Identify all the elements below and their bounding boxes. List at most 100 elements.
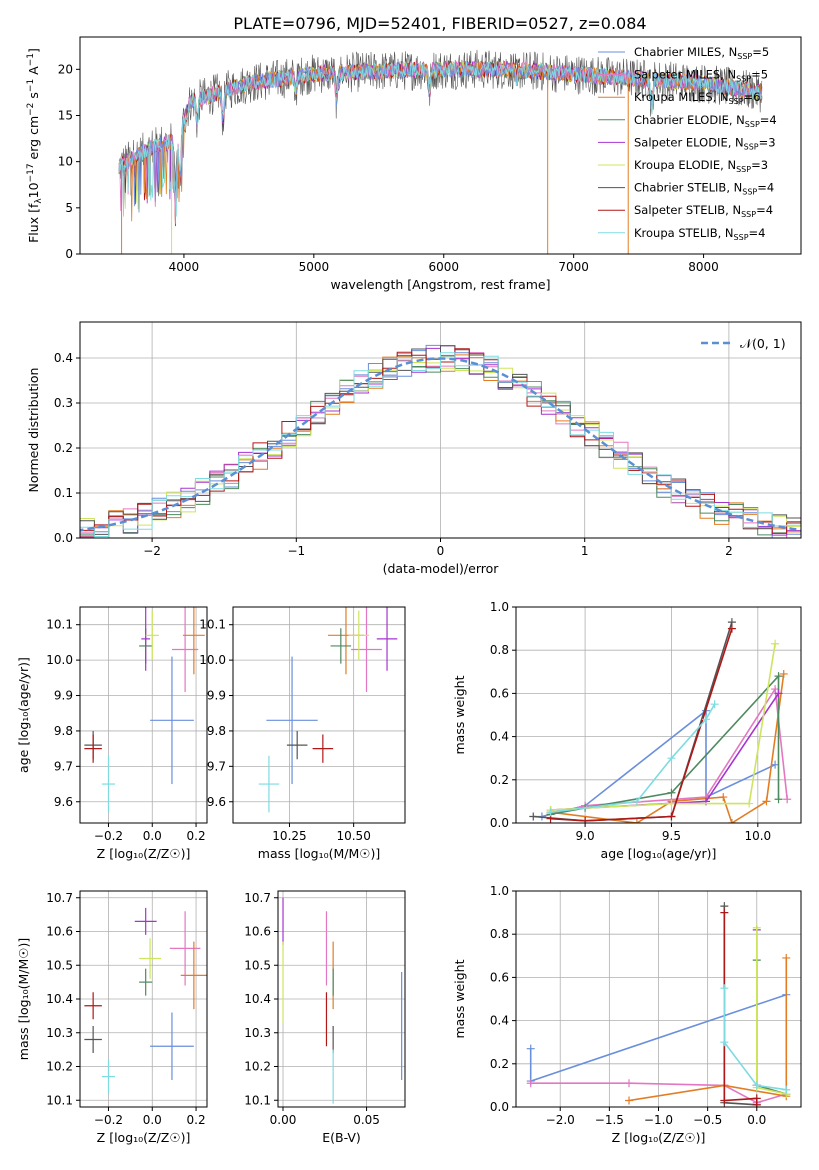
weight_vs_Z-marker <box>782 1085 791 1094</box>
weight_vs_age-series-kroupa_stelib <box>546 700 719 817</box>
mass_vs_Z-ytick-label: 10.6 <box>46 925 73 939</box>
legend-label-chabrier_stelib: Chabrier STELIB, NSSP=4 <box>634 181 774 197</box>
weight_vs_age-ytick-label: 0.6 <box>490 686 509 700</box>
residuals-ytick-label: 0.3 <box>54 396 73 410</box>
age_vs_Z-ylabel: age [log₁₀(age/yr)] <box>16 657 31 773</box>
legend-label-kroupa_miles: Kroupa MILES, NSSP=6 <box>634 90 760 106</box>
mass_vs_ebv-plot-area <box>282 897 403 1104</box>
age_vs_Z-frame <box>79 606 208 824</box>
mass_vs_Z-point-kroupa_miles <box>180 941 207 1010</box>
spectrum-frame <box>79 36 802 255</box>
weight_vs_age-marker <box>546 808 555 817</box>
weight_vs_age-xtick-label: 9.0 <box>576 829 595 843</box>
mass_vs_Z-xlabel: Z [log₁₀(Z/Z☉)] <box>97 1130 191 1145</box>
weight_vs_age-series-chabrier_elodie <box>546 672 783 819</box>
age_vs_mass-point-salpeter_miles <box>351 607 382 692</box>
weight_vs_age-marker <box>719 793 728 802</box>
weight_vs_age-xlabel: age [log₁₀(age/yr)] <box>601 846 717 861</box>
age_vs_Z-ytick-label: 10.1 <box>46 618 73 632</box>
spectrum-xtick-label: 7000 <box>558 260 589 274</box>
mass_vs_ebv-ytick-label: 10.4 <box>244 992 271 1006</box>
mass_vs_ebv-frame <box>277 890 406 1108</box>
weight_vs_age-series-salpeter_miles <box>546 685 792 819</box>
age_vs_mass-xtick-label: 10.25 <box>272 829 306 843</box>
spectrum-ylabel-part: ] <box>26 48 41 53</box>
residuals-panel: −2 −1 0 1 2 0.0 0.1 0.2 0.3 0.4 (data-model)/error… <box>26 321 802 576</box>
age_vs_Z-ytick-label: 10.0 <box>46 653 73 667</box>
age_vs_Z-ytick-label: 9.9 <box>54 689 73 703</box>
spectrum-legend: Chabrier MILES, NSSP=5 Salpeter MILES, NS… <box>598 45 777 242</box>
age_vs_Z-ytick-label: 9.8 <box>54 724 73 738</box>
weight_vs_Z-marker <box>526 1079 535 1088</box>
mass_vs_ebv-ytick-label: 10.5 <box>244 958 271 972</box>
age_vs_Z-point-kroupa_stelib <box>101 755 116 813</box>
residuals-ytick-label: 0.0 <box>54 531 73 545</box>
weight_vs_Z-frame <box>515 890 802 1108</box>
age_vs_mass-point-kroupa_stelib <box>258 755 280 813</box>
age_vs_mass-xlabel: mass [log₁₀(M/M☉)] <box>258 846 380 861</box>
weight_vs_age-marker <box>745 799 754 808</box>
age_vs_mass-point-kroupa_elodie <box>348 610 370 661</box>
weight_vs_Z-ytick-label: 0.0 <box>490 1100 509 1114</box>
weight_vs_Z-series-kroupa_stelib <box>720 984 791 1094</box>
weight_vs_Z-ytick-label: 0.6 <box>490 970 509 984</box>
residuals-ytick-label: 0.4 <box>54 351 73 365</box>
weight_vs_age-series-salpeter_stelib <box>546 624 736 823</box>
weight_vs_Z-xtick-label: −1.0 <box>644 1113 673 1127</box>
residuals-ylabel: Normed distribution <box>26 368 41 493</box>
weight_vs_age-marker <box>667 788 676 797</box>
spectrum-line-chabrier_stelib <box>118 49 763 197</box>
age_vs_mass-plot-area <box>258 607 398 813</box>
spectrum-line-kroupa_stelib <box>118 61 763 217</box>
age_vs_mass-point-chabrier_stelib <box>286 730 308 760</box>
weight_vs_age-ytick-label: 0.8 <box>490 643 509 657</box>
spectrum-ylabel-part: A <box>26 66 41 79</box>
weight_vs_age-ylabel: mass weight <box>452 675 467 754</box>
age_vs_Z-point-kroupa_miles <box>182 607 205 675</box>
weight_vs_age-marker <box>710 700 719 709</box>
weight_vs_Z-marker <box>720 1038 729 1047</box>
mass_vs_Z-xtick-label: −0.2 <box>94 1113 123 1127</box>
legend-label-kroupa_elodie: Kroupa ELODIE, NSSP=3 <box>634 158 768 174</box>
weight_vs_age-marker <box>727 624 736 633</box>
spectrum-ytick-label: 20 <box>58 62 73 76</box>
spectrum-ytick-label: 10 <box>58 155 73 169</box>
residuals-frame <box>79 321 802 539</box>
spectrum-ylabel-part: s <box>26 92 41 103</box>
weight_vs_age-marker <box>774 672 783 681</box>
weight_vs_age-marker <box>581 816 590 823</box>
age_vs_mass-ytick-label: 10.0 <box>199 653 226 667</box>
mass_vs_ebv-xlabel: E(B-V) <box>322 1130 361 1145</box>
weight_vs_Z-marker <box>720 984 729 993</box>
weight_vs_Z-marker <box>752 1100 761 1107</box>
weight_vs_age-marker <box>774 795 783 804</box>
mass_vs_Z-ytick-label: 10.1 <box>46 1093 73 1107</box>
mass_vs_Z-point-salpeter_elodie <box>134 907 157 935</box>
spectrum-xtick-label: 4000 <box>169 260 200 274</box>
age_vs_Z-point-kroupa_elodie <box>145 610 159 661</box>
mass_vs_Z-ytick-label: 10.4 <box>46 992 73 1006</box>
mass_vs_ebv-ytick-label: 10.1 <box>244 1093 271 1107</box>
spectrum-ylabel-part: −1 <box>26 53 36 66</box>
residuals-xtick-label: 1 <box>581 544 589 558</box>
residuals-xtick-label: −2 <box>143 544 161 558</box>
spectrum-ylabel-part: erg cm <box>26 116 41 164</box>
weight_vs_age-marker <box>774 689 783 698</box>
weight_vs_age-ytick-label: 1.0 <box>490 600 509 614</box>
age_vs_mass-ytick-label: 9.6 <box>207 795 226 809</box>
weight_vs_age-marker <box>727 819 736 823</box>
spectrum-xtick-label: 5000 <box>299 260 330 274</box>
weight_vs_age-marker <box>667 799 676 808</box>
age_vs_mass-point-salpeter_stelib <box>312 734 334 763</box>
mass_vs_Z-xtick-label: 0.0 <box>143 1113 162 1127</box>
mass_vs_ebv-ytick-label: 10.3 <box>244 1026 271 1040</box>
age_vs_Z-point-chabrier_miles <box>150 656 194 785</box>
mass_vs_Z-point-kroupa_stelib <box>101 1059 116 1094</box>
age_vs_Z-xtick-label: 0.2 <box>187 829 206 843</box>
residuals-ytick-label: 0.2 <box>54 441 73 455</box>
residuals-plot-area <box>80 344 801 538</box>
legend-label-normal: 𝒩(0, 1) <box>740 336 786 351</box>
spectrum-ytick-label: 0 <box>65 247 73 261</box>
weight_vs_Z-ytick-label: 0.8 <box>490 927 509 941</box>
residuals-legend: 𝒩(0, 1) <box>701 336 786 351</box>
